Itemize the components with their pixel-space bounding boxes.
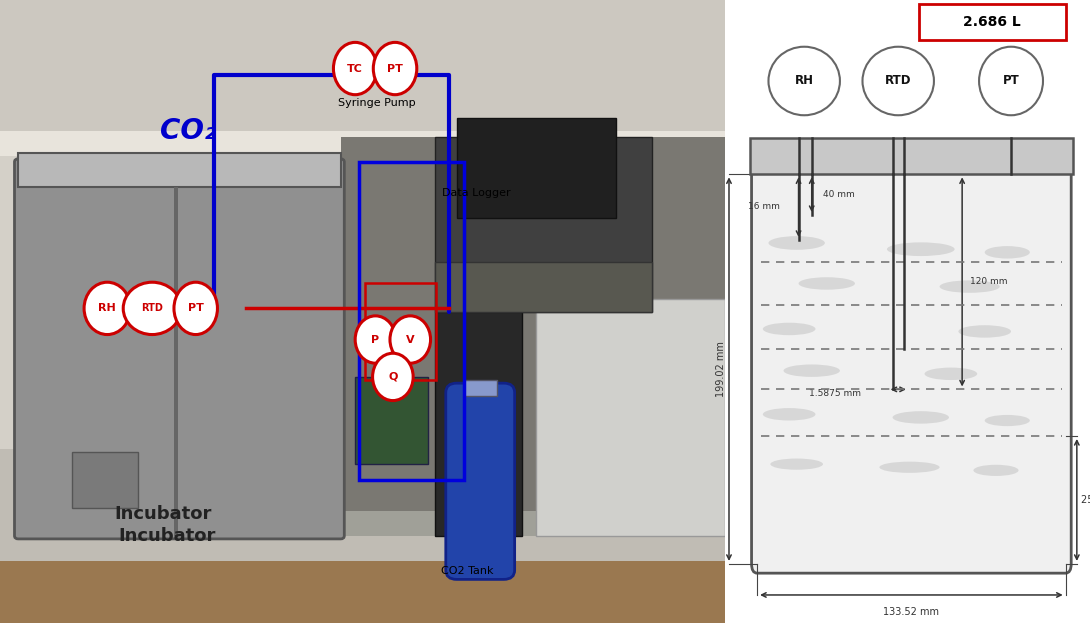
Ellipse shape <box>784 364 840 377</box>
Text: CO₂: CO₂ <box>160 117 217 145</box>
Text: 1.5875 mm: 1.5875 mm <box>809 389 861 398</box>
Ellipse shape <box>880 462 940 473</box>
Text: Syringe Pump: Syringe Pump <box>338 98 415 108</box>
Text: PT: PT <box>387 64 403 74</box>
Bar <box>341 137 725 536</box>
Bar <box>464 380 497 396</box>
Bar <box>341 511 725 536</box>
Bar <box>364 283 436 380</box>
Text: PT: PT <box>1003 75 1019 87</box>
Text: 199.02 mm: 199.02 mm <box>716 341 726 397</box>
Ellipse shape <box>768 47 840 115</box>
Ellipse shape <box>984 246 1030 259</box>
Ellipse shape <box>979 47 1043 115</box>
Ellipse shape <box>373 353 413 401</box>
Bar <box>0 561 725 623</box>
Text: Q: Q <box>388 372 398 382</box>
Bar <box>19 153 341 187</box>
Text: Data Logger: Data Logger <box>443 188 511 198</box>
Bar <box>435 312 522 536</box>
Ellipse shape <box>763 323 815 335</box>
Text: V: V <box>405 335 414 345</box>
Text: RH: RH <box>795 75 814 87</box>
Text: 25 mm: 25 mm <box>1080 495 1090 505</box>
Text: RTD: RTD <box>885 75 911 87</box>
Text: Incubator: Incubator <box>118 527 216 545</box>
Text: Incubator: Incubator <box>114 505 211 523</box>
Text: RTD: RTD <box>142 303 164 313</box>
Text: 40 mm: 40 mm <box>823 190 855 199</box>
Ellipse shape <box>958 325 1012 338</box>
Ellipse shape <box>862 47 934 115</box>
Bar <box>0 0 725 137</box>
Bar <box>0 131 725 156</box>
Ellipse shape <box>887 242 955 256</box>
Bar <box>0 449 725 561</box>
Text: TC: TC <box>348 64 363 74</box>
FancyBboxPatch shape <box>536 299 725 536</box>
Ellipse shape <box>334 42 377 95</box>
Bar <box>355 377 427 464</box>
Text: PT: PT <box>187 303 204 313</box>
Bar <box>435 137 652 312</box>
Bar <box>919 4 1066 40</box>
Bar <box>435 262 652 312</box>
Ellipse shape <box>763 408 815 421</box>
Ellipse shape <box>373 42 416 95</box>
Ellipse shape <box>973 465 1018 476</box>
Text: 133.52 mm: 133.52 mm <box>883 607 940 617</box>
Ellipse shape <box>940 280 1000 293</box>
Text: 16 mm: 16 mm <box>748 202 779 211</box>
Ellipse shape <box>771 459 823 470</box>
Text: RH: RH <box>98 303 117 313</box>
Ellipse shape <box>84 282 131 335</box>
Bar <box>750 138 1073 174</box>
Ellipse shape <box>799 277 855 290</box>
Ellipse shape <box>893 411 949 424</box>
Ellipse shape <box>123 282 181 335</box>
Ellipse shape <box>768 236 825 250</box>
Ellipse shape <box>984 415 1030 426</box>
Ellipse shape <box>174 282 218 335</box>
Bar <box>72 452 137 508</box>
Bar <box>0 137 725 449</box>
FancyBboxPatch shape <box>446 383 514 579</box>
FancyBboxPatch shape <box>752 156 1071 573</box>
Text: CO2 Tank: CO2 Tank <box>441 566 494 576</box>
FancyBboxPatch shape <box>14 159 344 539</box>
Bar <box>359 162 464 480</box>
Bar <box>457 118 616 218</box>
Text: 120 mm: 120 mm <box>970 277 1007 286</box>
Ellipse shape <box>924 368 977 380</box>
Bar <box>174 187 179 536</box>
Ellipse shape <box>390 316 431 363</box>
Ellipse shape <box>355 316 396 363</box>
Text: P: P <box>372 335 379 345</box>
Text: 2.686 L: 2.686 L <box>964 16 1021 29</box>
